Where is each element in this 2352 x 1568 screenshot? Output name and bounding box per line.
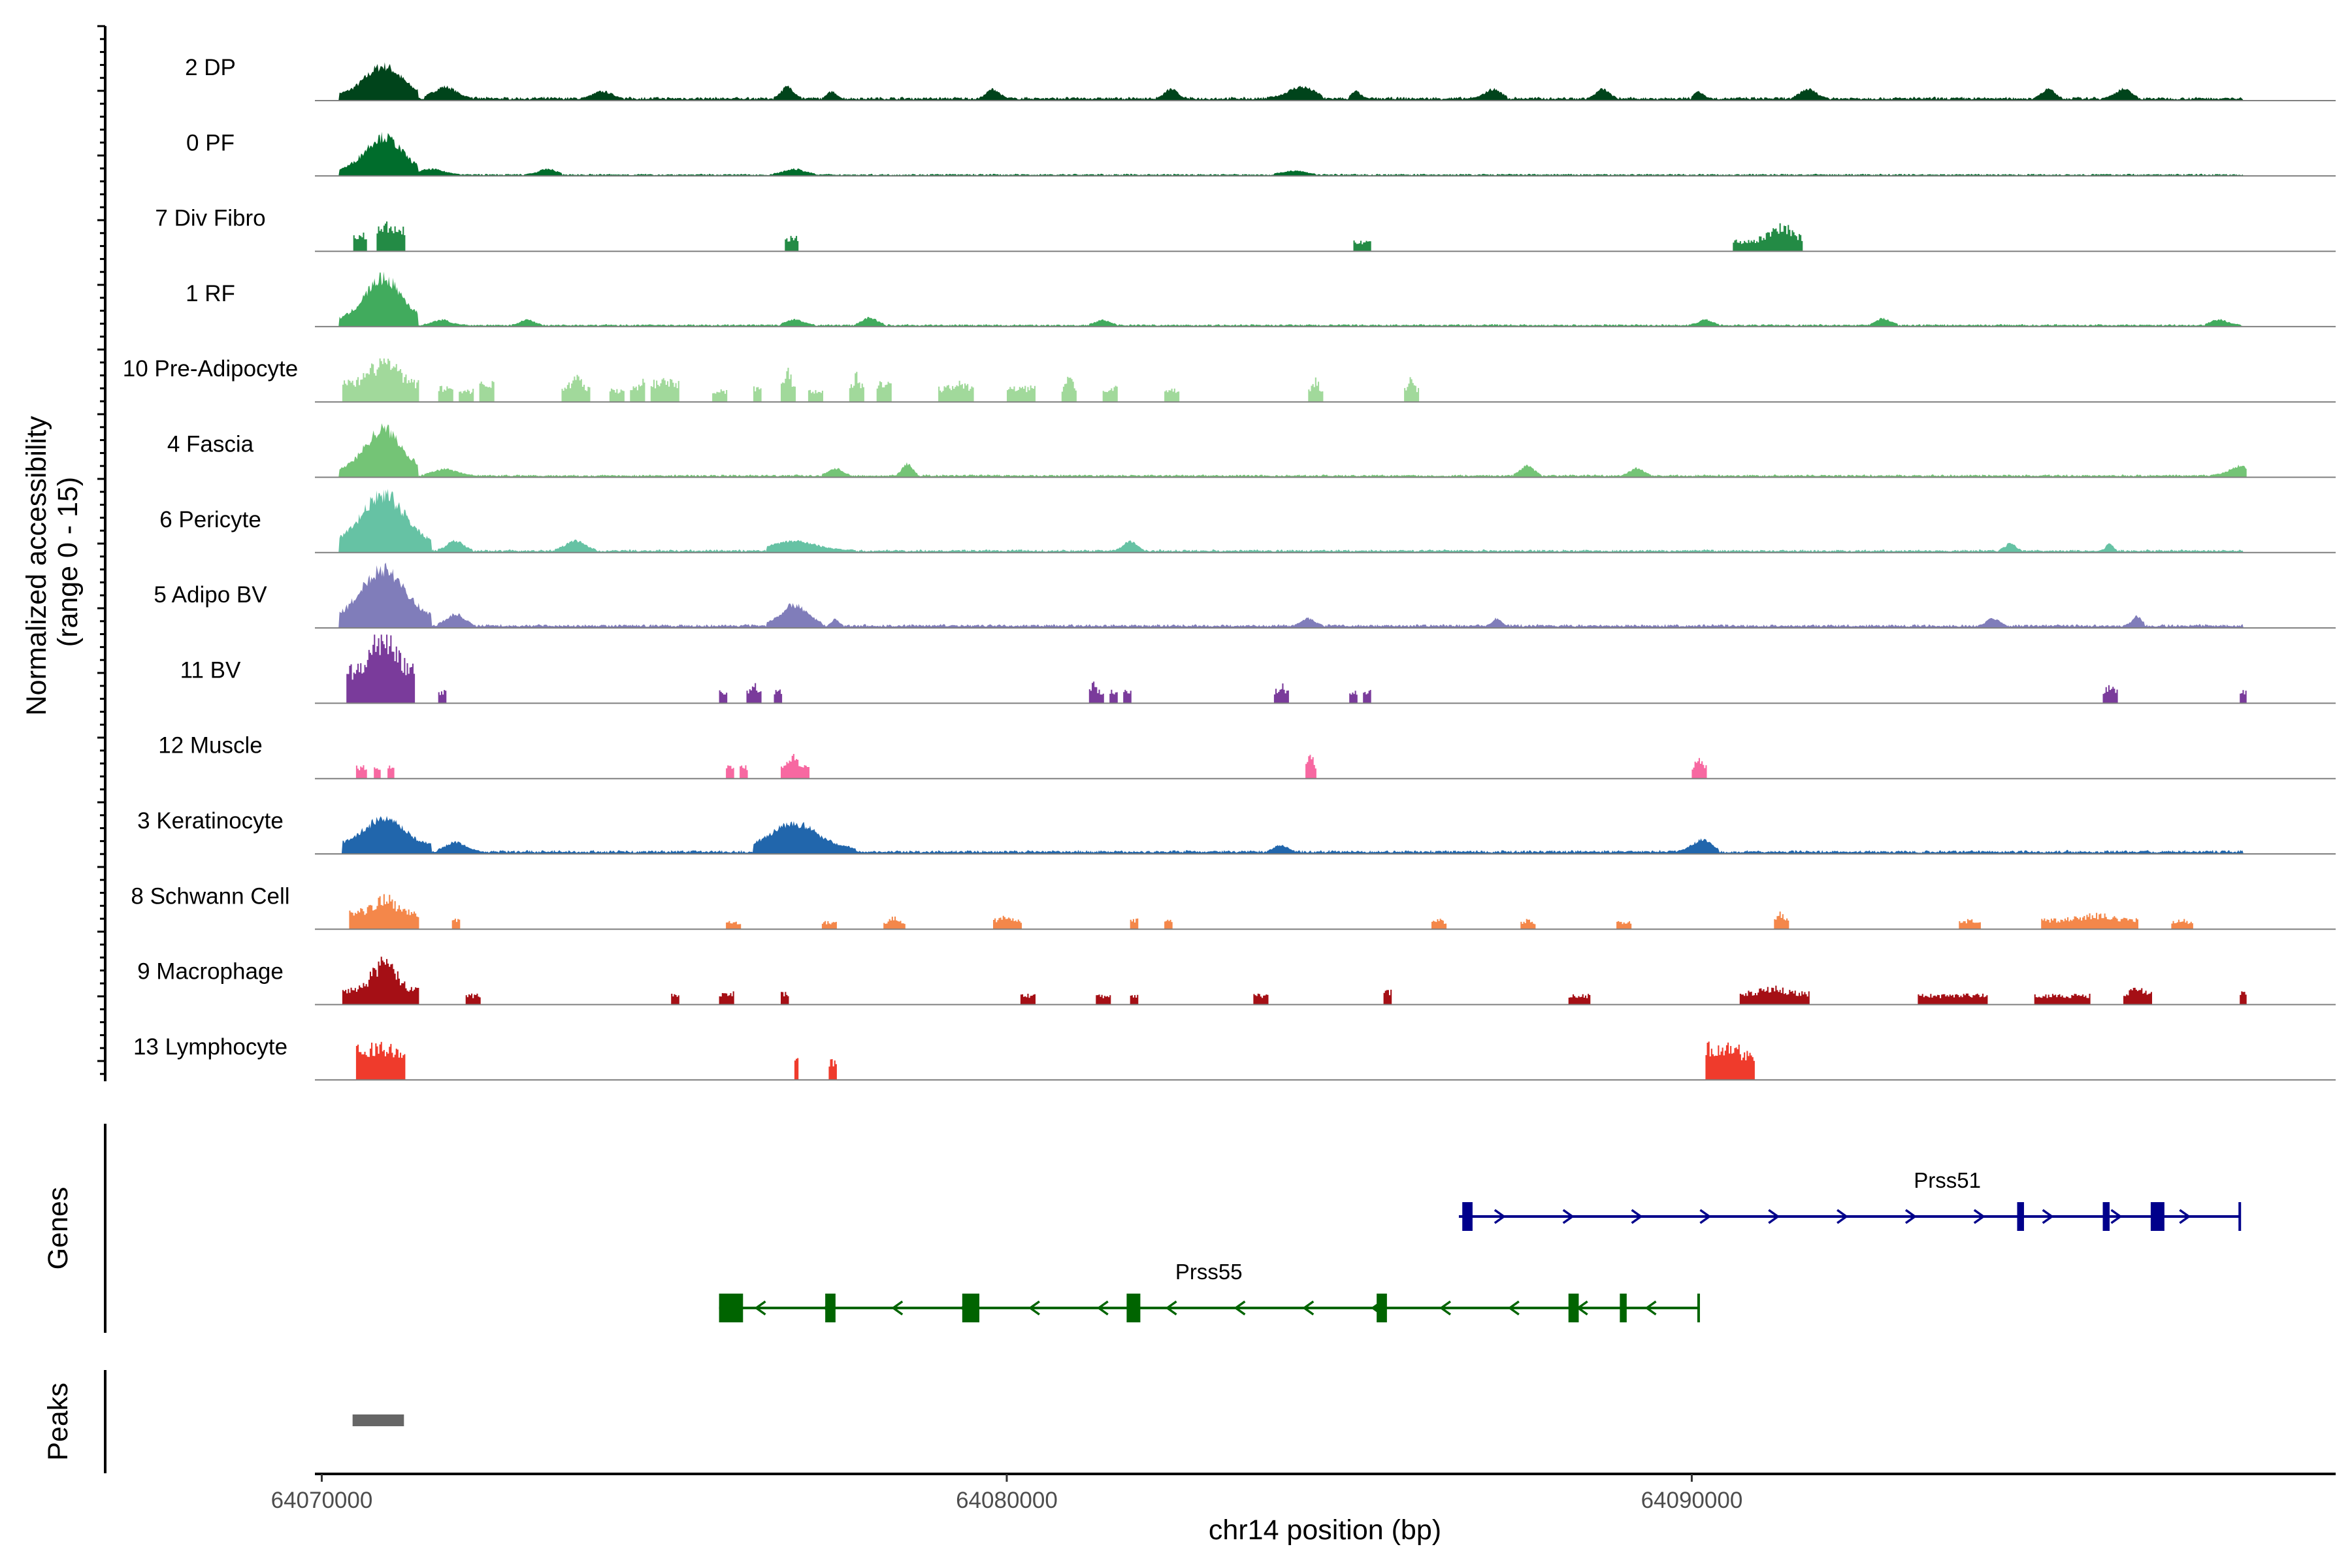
strand-arrow — [1165, 1300, 1177, 1316]
strand-arrow — [1768, 1209, 1780, 1224]
coverage-area — [335, 489, 2247, 553]
exon — [825, 1294, 836, 1322]
track-6-pericyte: 6 Pericyte — [159, 489, 2336, 553]
track-12-muscle: 12 Muscle — [158, 733, 2336, 779]
peaks-panel-label: Peaks — [42, 1382, 74, 1461]
strand-arrow — [754, 1300, 766, 1316]
coverage-area — [335, 423, 2247, 478]
track-3-keratinocyte: 3 Keratinocyte — [137, 808, 2336, 855]
strand-arrow — [1699, 1209, 1712, 1224]
peak-region — [352, 1414, 404, 1426]
track-label: 4 Fascia — [167, 432, 254, 457]
track-1-rf: 1 RF — [186, 271, 2336, 327]
coverage-area — [335, 894, 2247, 930]
x-tick-label: 64070000 — [271, 1488, 373, 1513]
exon — [1462, 1202, 1473, 1231]
track-0-pf: 0 PF — [186, 130, 2336, 177]
x-tick-label: 64080000 — [956, 1488, 1058, 1513]
strand-arrow — [1302, 1300, 1315, 1316]
track-9-macrophage: 9 Macrophage — [137, 956, 2336, 1005]
track-label: 10 Pre-Adipocyte — [123, 356, 298, 382]
gene-label: Prss51 — [1914, 1168, 1981, 1192]
y-axis — [97, 25, 106, 1081]
strand-arrow — [1562, 1209, 1575, 1224]
strand-arrow — [1631, 1209, 1643, 1224]
strand-arrow — [1644, 1300, 1657, 1316]
track-label: 6 Pericyte — [159, 507, 261, 532]
strand-arrow — [1028, 1300, 1040, 1316]
coverage-tracks: 2 DP 0 PF 7 Div Fibro 1 RF 10 Pre-Adipocyte 4… — [97, 25, 2336, 1081]
track-5-adipo-bv: 5 Adipo BV — [154, 563, 2336, 629]
x-axis-title: chr14 position (bp) — [1209, 1514, 1441, 1546]
strand-arrow — [1837, 1209, 1849, 1224]
y-axis-title-line2: (range 0 - 15) — [52, 477, 84, 647]
gene-prss55: Prss55 — [719, 1260, 1700, 1322]
track-7-div-fibro: 7 Div Fibro — [155, 206, 2336, 252]
strand-arrow — [1096, 1300, 1109, 1316]
coverage-area — [335, 956, 2247, 1005]
exon — [2150, 1202, 2164, 1231]
strand-arrow — [1973, 1209, 1985, 1224]
track-10-pre-adipocyte: 10 Pre-Adipocyte — [123, 356, 2336, 403]
track-8-schwann-cell: 8 Schwann Cell — [131, 883, 2336, 930]
genes-panel: Genes Prss51 Prss55 — [42, 1124, 2242, 1333]
strand-arrow — [1439, 1300, 1451, 1316]
coverage-area — [335, 634, 2247, 704]
peaks-panel: Peaks — [42, 1370, 404, 1473]
coverage-area — [335, 271, 2247, 327]
track-label: 3 Keratinocyte — [137, 808, 284, 834]
track-label: 5 Adipo BV — [154, 582, 267, 608]
track-label: 1 RF — [186, 281, 235, 306]
exon — [1126, 1294, 1141, 1322]
track-label: 13 Lymphocyte — [133, 1034, 287, 1060]
track-11-bv: 11 BV — [180, 634, 2336, 704]
genes-panel-label: Genes — [42, 1187, 74, 1270]
strand-arrow — [1494, 1209, 1506, 1224]
coverage-area — [335, 815, 2247, 854]
track-label: 9 Macrophage — [137, 959, 284, 985]
strand-arrow — [2042, 1209, 2054, 1224]
coverage-area — [335, 754, 2247, 779]
svg-text:Normalized accessibility: Normalized accessibility (range 0 - 15) — [21, 408, 84, 716]
strand-arrow — [1233, 1300, 1246, 1316]
strand-arrow — [2179, 1209, 2191, 1224]
exon — [962, 1294, 980, 1322]
coverage-area — [335, 62, 2247, 101]
strand-arrow — [891, 1300, 904, 1316]
exon — [1377, 1294, 1387, 1322]
track-label: 7 Div Fibro — [155, 206, 265, 231]
track-label: 2 DP — [185, 55, 236, 80]
track-label: 11 BV — [180, 657, 241, 683]
strand-arrow — [1904, 1209, 1917, 1224]
exon — [2102, 1202, 2110, 1231]
y-axis-title: Normalized accessibility (range 0 - 15) — [21, 408, 84, 716]
exon — [1568, 1294, 1579, 1322]
coverage-area — [335, 221, 2247, 252]
track-13-lymphocyte: 13 Lymphocyte — [133, 1034, 2336, 1081]
coverage-area — [335, 1041, 2247, 1080]
track-label: 8 Schwann Cell — [131, 883, 289, 909]
strand-arrow — [2110, 1209, 2123, 1224]
gene-prss51: Prss51 — [1458, 1168, 2242, 1231]
y-axis-title-line1: Normalized accessibility — [21, 416, 52, 715]
x-axis: chr14 position (bp) 64070000 64080000 6409… — [271, 1473, 2336, 1546]
exon — [1620, 1294, 1627, 1322]
gene-label: Prss55 — [1175, 1260, 1243, 1284]
track-label: 0 PF — [186, 130, 235, 155]
exon — [2017, 1202, 2024, 1231]
coverage-area — [335, 358, 2247, 402]
coverage-area — [335, 563, 2247, 629]
exon — [719, 1294, 743, 1322]
x-tick-label: 64090000 — [1641, 1488, 1743, 1513]
track-label: 12 Muscle — [158, 733, 263, 759]
track-4-fascia: 4 Fascia — [167, 423, 2336, 478]
track-2-dp: 2 DP — [185, 55, 2336, 101]
strand-arrow — [1507, 1300, 1520, 1316]
coverage-area — [335, 131, 2247, 176]
